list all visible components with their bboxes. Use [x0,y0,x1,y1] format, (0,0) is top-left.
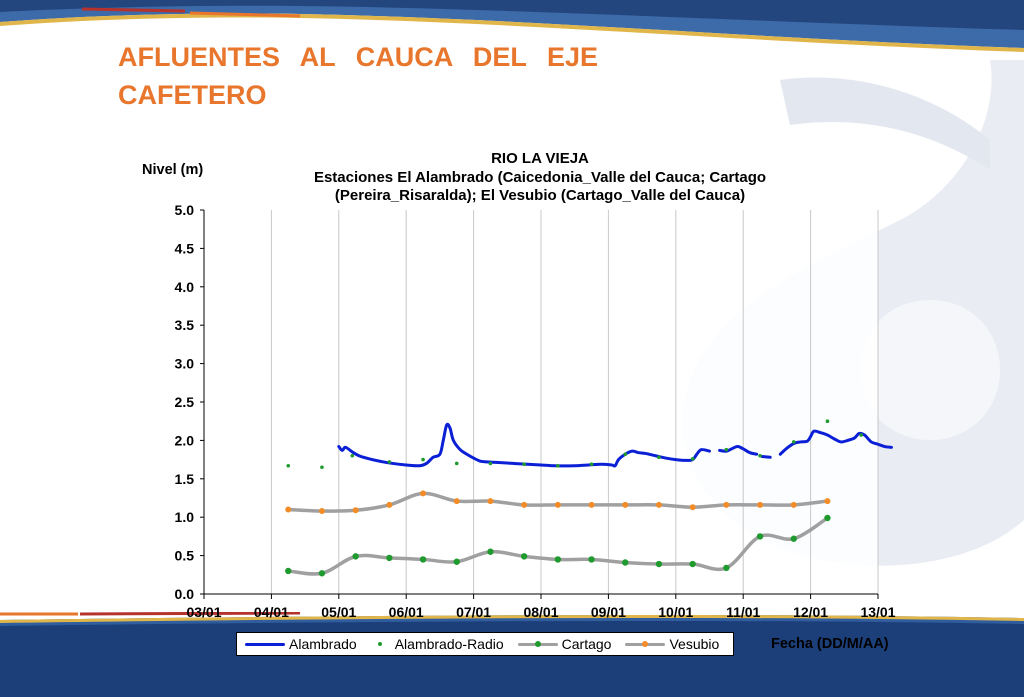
legend-item-vesubio: Vesubio [625,636,719,652]
data-point-alambrado-radio [556,463,560,468]
data-point-alambrado-radio [623,452,628,457]
data-point-cartago [756,533,764,540]
chart-title: RIO LA VIEJA Estaciones El Alambrado (Ca… [280,150,800,206]
data-point-vesubio [757,501,764,508]
data-point-vesubio [318,508,325,515]
top-banner [0,0,1024,53]
data-point-cartago [655,560,663,568]
x-tick-label: 05/01 [321,604,356,620]
data-point-alambrado-radio [791,440,796,444]
chart-title-line: RIO LA VIEJA [491,150,589,167]
x-axis-label: Fecha (DD/M/AA) [771,636,889,652]
y-tick-label: 3.5 [175,317,195,333]
data-point-vesubio [352,507,359,514]
y-tick-label: 5.0 [175,202,195,218]
data-point-cartago [318,570,326,577]
y-tick-label: 4.5 [175,240,195,256]
data-point-vesubio [689,504,696,511]
legend-label: Cartago [561,636,612,652]
x-tick-label: 10/01 [658,604,693,620]
data-point-vesubio [824,498,831,505]
y-tick-label: 2.0 [175,432,195,448]
data-point-alambrado-radio [421,457,425,462]
data-point-vesubio [420,490,427,497]
data-point-vesubio [588,501,595,508]
x-tick-label: 06/01 [389,604,424,620]
data-point-alambrado-radio [859,433,863,437]
data-point-vesubio [487,498,494,505]
data-point-vesubio [285,506,292,513]
data-point-alambrado-radio [758,453,762,458]
y-tick-label: 3.0 [175,356,195,372]
data-point-cartago [487,548,494,555]
data-point-cartago [824,514,831,522]
data-point-alambrado-radio [657,455,661,460]
y-tick-label: 4.0 [175,279,195,295]
x-tick-label: 04/01 [254,604,289,620]
data-point-vesubio [554,501,561,508]
x-tick-label: 09/01 [591,604,626,620]
data-point-alambrado-radio [488,461,493,466]
data-point-cartago [689,560,696,568]
legend-label: Vesubio [669,636,720,652]
series-line-alambrado [778,429,893,456]
data-point-cartago [386,554,393,562]
legend-label: Alambrado [289,636,357,652]
data-point-alambrado-radio [522,462,526,467]
legend-item-alambrado-radio: Alambrado-Radio [371,636,504,652]
legend-label: Alambrado-Radio [394,636,504,652]
y-tick-label: 1.0 [175,509,195,525]
data-point-alambrado-radio [690,457,695,461]
y-tick-label: 1.5 [175,471,195,487]
x-tick-label: 08/01 [523,604,558,620]
data-point-alambrado-radio [320,465,324,470]
legend-swatch-alambrado [245,638,285,650]
data-point-cartago [622,559,629,566]
data-point-vesubio [655,501,662,508]
data-point-vesubio [521,501,528,508]
data-point-cartago [790,535,797,542]
y-tick-label: 0.5 [175,548,195,564]
data-point-cartago [419,556,427,563]
chart-title-line: (Pereira_Risaralda); El Vesubio (Cartago… [334,187,746,204]
data-point-alambrado-radio [350,453,355,458]
x-tick-label: 03/01 [186,604,221,620]
series-line-alambrado [760,455,772,459]
data-point-cartago [588,556,595,563]
legend-swatch-alambrado-radio [371,638,391,650]
data-point-cartago [453,558,460,565]
data-point-alambrado-radio [454,461,459,466]
chart-legend: Alambrado Alambrado-Radio Cartago Vesubi… [236,632,734,656]
data-point-cartago [554,556,562,563]
slide-title: AFLUENTES AL CAUCA DEL EJE CAFETERO [118,42,598,110]
chart-title-line: Estaciones El Alambrado (Caicedonia_Vall… [313,168,767,186]
legend-swatch-cartago [517,638,558,650]
data-point-alambrado-radio [825,419,830,424]
data-point-cartago [285,567,292,575]
data-point-vesubio [723,501,730,508]
data-point-alambrado-radio [286,463,291,468]
data-point-vesubio [622,501,629,508]
series-line-alambrado [337,422,711,468]
y-tick-label: 0.0 [175,586,195,602]
data-point-alambrado-radio [589,462,594,467]
x-tick-label: 12/01 [793,604,828,620]
x-tick-label: 13/01 [860,604,895,620]
data-point-cartago [723,564,730,572]
y-tick-label: 2.5 [175,394,195,410]
data-point-cartago [352,553,359,560]
data-point-vesubio [453,498,460,505]
y-axis-label: Nivel (m) [142,162,204,178]
data-point-vesubio [386,501,393,508]
data-point-alambrado-radio [387,460,392,464]
data-point-alambrado-radio [724,447,729,452]
data-point-vesubio [790,501,797,508]
legend-item-cartago: Cartago [517,636,612,652]
legend-swatch-vesubio [625,638,666,650]
data-point-cartago [520,553,528,560]
legend-item-alambrado: Alambrado [245,636,357,652]
x-tick-label: 11/01 [726,604,760,620]
x-tick-label: 07/01 [456,604,491,620]
